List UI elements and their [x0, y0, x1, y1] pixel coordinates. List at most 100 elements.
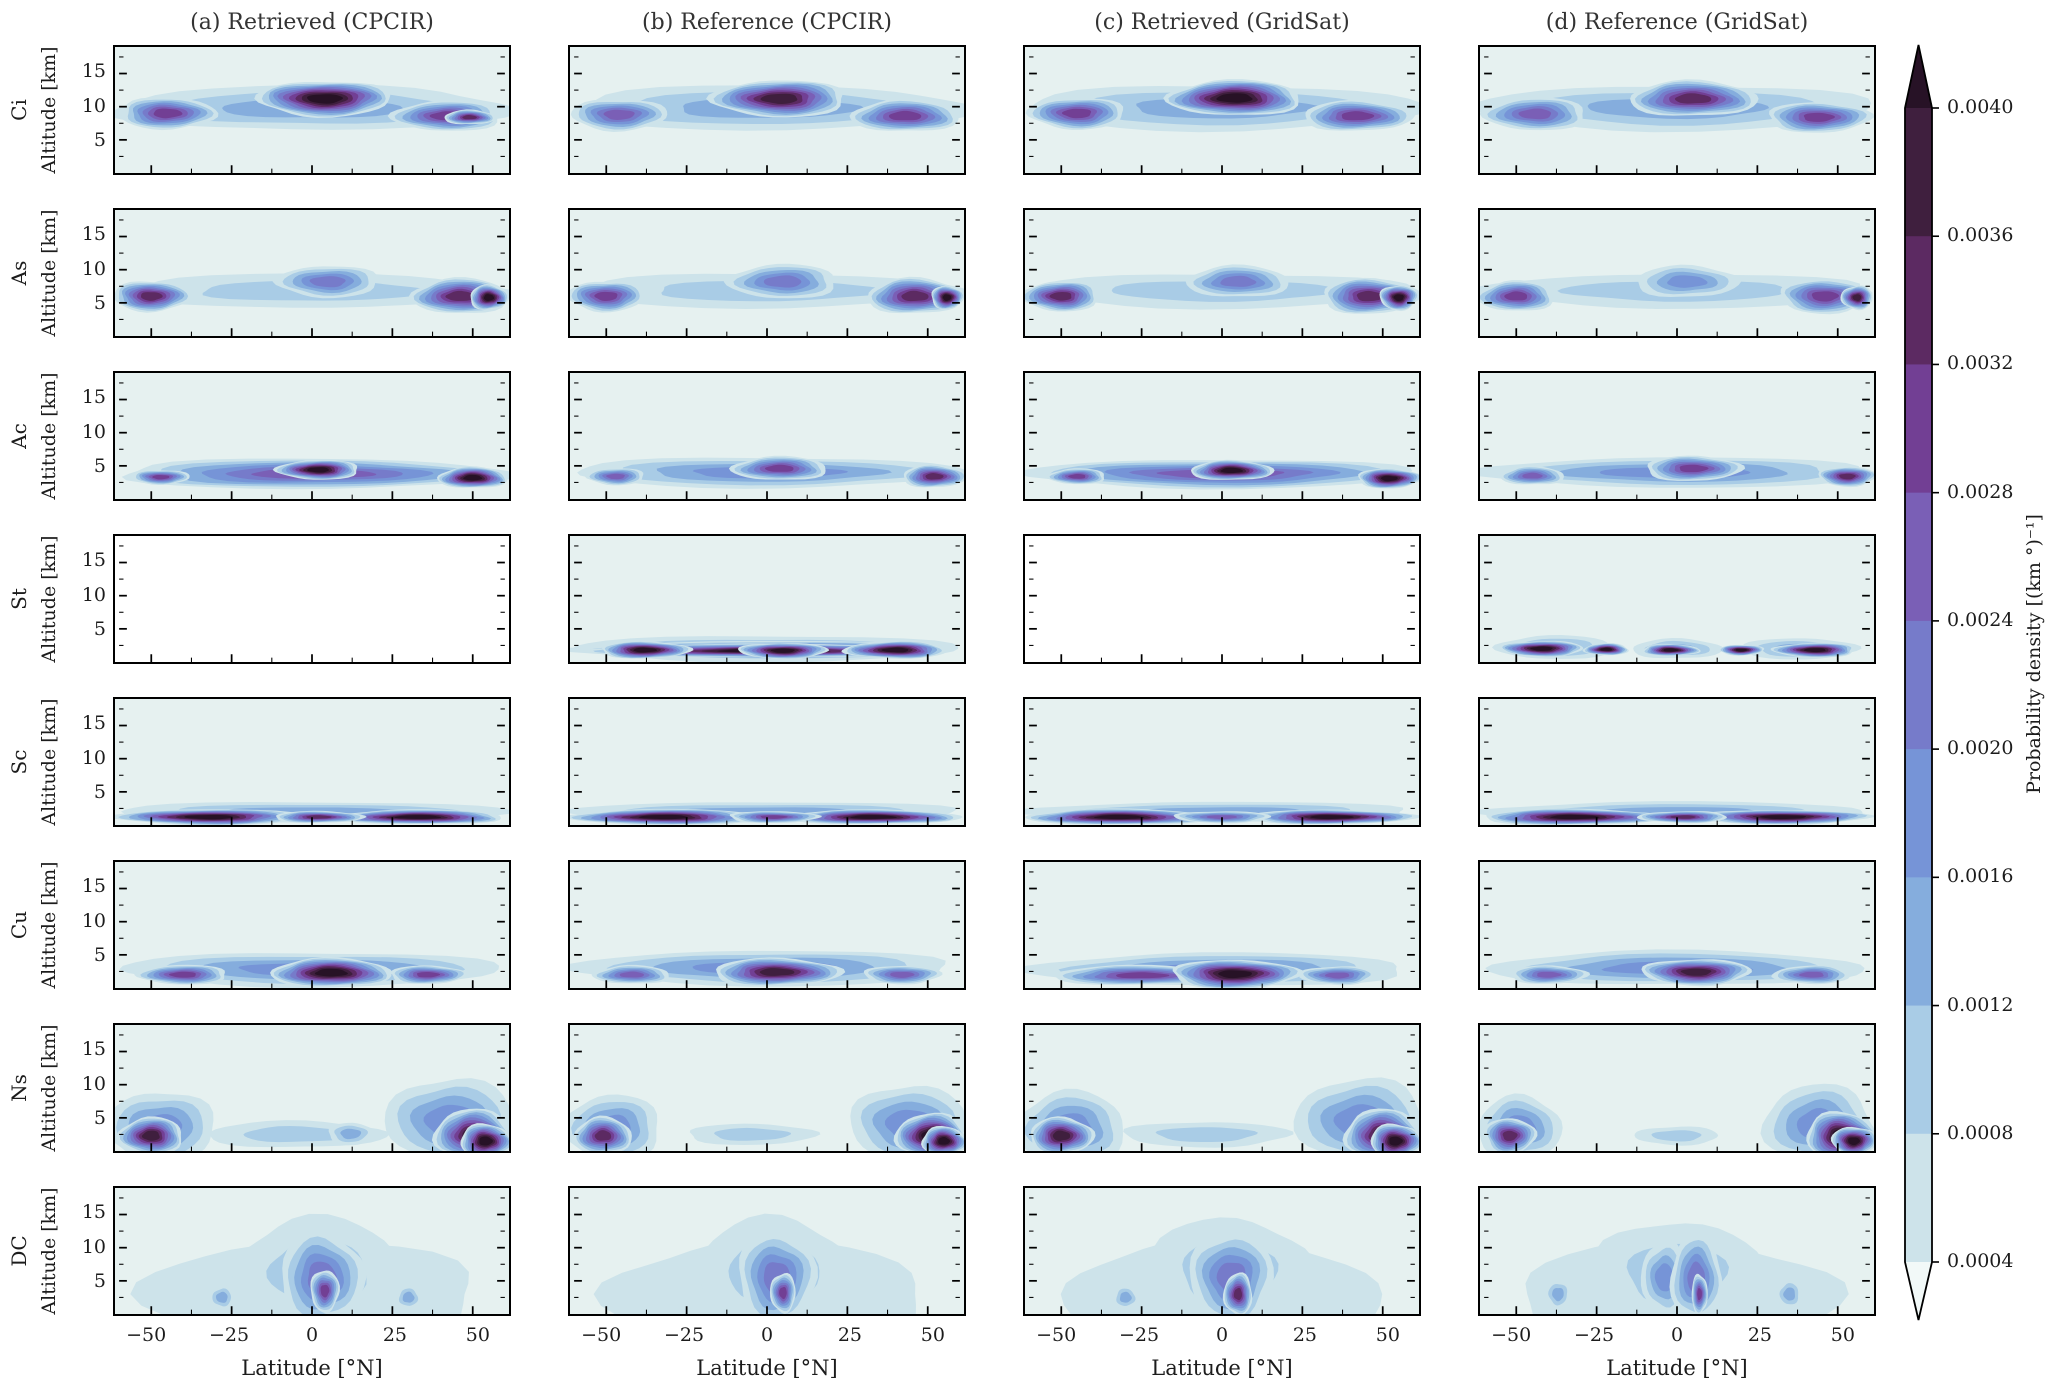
y-tick-label: 10 — [81, 583, 106, 606]
contour-panel-St-c — [1023, 534, 1421, 664]
x-axis-label: Latitude [°N] — [241, 1356, 383, 1380]
contour-panel-St-a — [113, 534, 511, 664]
contour-plot-As-d — [1480, 219, 1873, 336]
x-tick-label: 25 — [837, 1324, 862, 1346]
contour-panel-As-c — [1023, 208, 1421, 338]
y-tick-label: 15 — [81, 60, 106, 83]
x-tick-label: −25 — [664, 1324, 705, 1346]
y-tick-label: 15 — [81, 549, 106, 572]
contour-panel-Ns-a — [113, 1023, 511, 1153]
contour-panel-Sc-d — [1478, 697, 1876, 827]
contour-plot-DC-b — [574, 1197, 960, 1314]
contour-panel-Ns-d — [1478, 1023, 1876, 1153]
y-tick-label: 10 — [81, 909, 106, 932]
contour-plot-Ci-a — [115, 56, 509, 173]
y-tick-label: 15 — [81, 1038, 106, 1061]
contour-plot-Sc-d — [1480, 708, 1874, 825]
contour-panel-Ac-b — [568, 371, 966, 501]
contour-plot-DC-a — [119, 1197, 505, 1314]
x-tick-label: 0 — [1670, 1324, 1684, 1346]
colorbar-tick-label: 0.0004 — [1947, 1250, 2014, 1272]
contour-panel-DC-a — [113, 1186, 511, 1316]
y-tick-label: 15 — [81, 712, 106, 735]
contour-panel-DC-d — [1478, 1186, 1876, 1316]
contour-panel-Cu-d — [1478, 860, 1876, 990]
colorbar-tick-label: 0.0016 — [1947, 865, 2014, 888]
y-tick-label: 10 — [81, 746, 106, 769]
colorbar-tick-label: 0.0028 — [1947, 480, 2014, 503]
y-tick-label: 5 — [93, 943, 106, 966]
contour-plot-Ci-c — [1025, 56, 1419, 173]
y-tick-label: 15 — [81, 875, 106, 898]
colorbar-axis-label: Probability density [(km °)⁻¹] — [2023, 514, 2045, 794]
contour-plot-St-b — [570, 545, 960, 662]
row-label-Cu: Cu — [7, 910, 31, 940]
row-label-Sc: Sc — [7, 749, 31, 775]
contour-plot-Cu-b — [570, 871, 960, 988]
row-label-St: St — [7, 588, 31, 610]
y-tick-label: 5 — [93, 454, 106, 477]
row-label-Ac: Ac — [7, 423, 31, 449]
x-tick-label: 25 — [1747, 1324, 1772, 1346]
y-tick-label: 5 — [93, 780, 106, 803]
y-axis-label: Altitude [km] — [38, 698, 60, 826]
y-tick-label: 5 — [93, 1106, 106, 1129]
x-tick-label: 50 — [1830, 1324, 1855, 1346]
contour-panel-Cu-c — [1023, 860, 1421, 990]
contour-panel-Ci-c — [1023, 45, 1421, 175]
contour-plot-As-a — [115, 219, 509, 336]
contour-panel-Ac-a — [113, 371, 511, 501]
y-tick-label: 15 — [81, 386, 106, 409]
colorbar-tick-label: 0.0040 — [1947, 96, 2014, 118]
contour-panel-Sc-b — [568, 697, 966, 827]
contour-plot-Sc-c — [1025, 708, 1419, 825]
contour-panel-Ac-d — [1478, 371, 1876, 501]
y-axis-label: Altitude [km] — [38, 1187, 60, 1315]
y-tick-label: 15 — [81, 1201, 106, 1224]
colorbar-tick-label: 0.0008 — [1947, 1121, 2014, 1144]
contour-panel-Ci-a — [113, 45, 511, 175]
x-tick-label: −50 — [1491, 1324, 1532, 1346]
y-axis-label: Altitude [km] — [38, 861, 60, 989]
contour-plot-As-b — [570, 219, 964, 336]
x-tick-label: −50 — [1036, 1324, 1077, 1346]
y-axis-label: Altitude [km] — [38, 535, 60, 663]
contour-panel-DC-b — [568, 1186, 966, 1316]
contour-plot-Ns-d — [1480, 1034, 1874, 1151]
x-tick-label: −50 — [126, 1324, 167, 1346]
x-tick-label: 25 — [382, 1324, 407, 1346]
y-tick-label: 10 — [81, 1072, 106, 1095]
contour-panel-As-a — [113, 208, 511, 338]
y-tick-label: 10 — [81, 1235, 106, 1258]
y-tick-label: 10 — [81, 420, 106, 443]
contour-plot-Ac-b — [574, 382, 964, 499]
x-tick-label: 0 — [305, 1324, 319, 1346]
column-title-b: (b) Reference (CPCIR) — [642, 10, 892, 35]
contour-panel-Cu-b — [568, 860, 966, 990]
x-axis-label: Latitude [°N] — [1151, 1356, 1293, 1380]
colorbar-tick-label: 0.0012 — [1947, 993, 2014, 1016]
y-tick-label: 10 — [81, 257, 106, 280]
contour-panel-St-b — [568, 534, 966, 664]
x-tick-label: 0 — [1215, 1324, 1229, 1346]
contour-plot-DC-c — [1029, 1197, 1415, 1314]
x-tick-label: 25 — [1292, 1324, 1317, 1346]
contour-plot-Ns-a — [115, 1034, 509, 1151]
row-label-DC: DC — [7, 1235, 31, 1267]
colorbar-wrap — [1897, 0, 2067, 1398]
row-label-Ci: Ci — [7, 99, 31, 121]
contour-plot-St-c — [1029, 545, 1415, 662]
contour-plot-As-c — [1025, 219, 1419, 336]
contour-plot-Ac-c — [1025, 382, 1419, 499]
y-tick-label: 5 — [93, 1269, 106, 1292]
y-axis-label: Altitude [km] — [38, 372, 60, 500]
contour-plot-Ci-d — [1480, 56, 1874, 173]
contour-plot-Ac-d — [1480, 382, 1874, 499]
column-title-c: (c) Retrieved (GridSat) — [1094, 10, 1350, 35]
contour-panel-As-b — [568, 208, 966, 338]
y-axis-label: Altitude [km] — [38, 46, 60, 174]
y-tick-label: 5 — [93, 291, 106, 314]
contour-plot-Cu-c — [1025, 871, 1415, 988]
colorbar-tick-label: 0.0036 — [1947, 224, 2014, 247]
